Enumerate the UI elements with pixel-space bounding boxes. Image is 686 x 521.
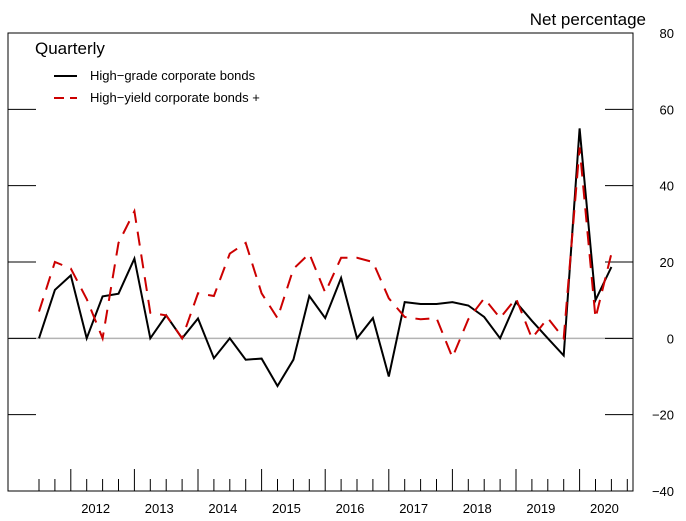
y-tick-label: 0 xyxy=(667,331,674,346)
x-tick-label: 2018 xyxy=(463,501,492,516)
legend-label-high-yield: High−yield corporate bonds + xyxy=(90,90,260,105)
y-tick-label: 80 xyxy=(660,26,674,41)
y-tick-label: 40 xyxy=(660,179,674,194)
x-tick-label: 2019 xyxy=(526,501,555,516)
x-tick-label: 2014 xyxy=(208,501,237,516)
legend-label-high-grade: High−grade corporate bonds xyxy=(90,68,256,83)
y-tick-label: −20 xyxy=(652,408,674,423)
series-line-high-yield xyxy=(38,147,613,361)
x-tick-label: 2015 xyxy=(272,501,301,516)
y-tick-label: 20 xyxy=(660,255,674,270)
frequency-label: Quarterly xyxy=(35,39,105,58)
series-layer xyxy=(38,128,613,388)
y-tick-label: −40 xyxy=(652,484,674,499)
y-tick-label: 60 xyxy=(660,102,674,117)
legend: High−grade corporate bonds High−yield co… xyxy=(54,68,260,105)
x-tick-label: 2016 xyxy=(336,501,365,516)
x-tick-label: 2020 xyxy=(590,501,619,516)
x-tick-label: 2012 xyxy=(81,501,110,516)
x-tick-label: 2017 xyxy=(399,501,428,516)
x-axis: 2012 2013 2014 2015 2016 2017 2018 2019 2020 xyxy=(38,469,628,516)
y-axis-label: Net percentage xyxy=(530,10,646,29)
series-line-high-grade xyxy=(38,128,613,388)
x-tick-label: 2013 xyxy=(145,501,174,516)
y-axis: 80 60 40 20 0 −20 −40 xyxy=(8,26,674,499)
